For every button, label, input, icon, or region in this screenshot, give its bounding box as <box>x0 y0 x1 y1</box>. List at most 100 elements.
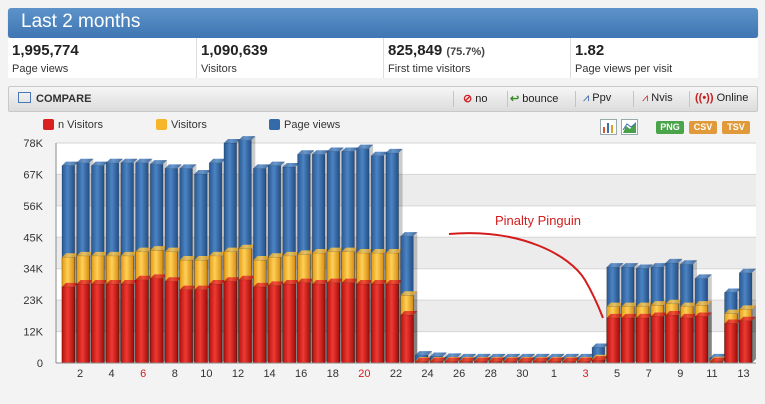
period-title: Last 2 months <box>21 11 141 32</box>
online-button[interactable]: ((•)) Online <box>695 92 748 104</box>
n-visitors-bar <box>356 283 370 364</box>
page-views-bar-top <box>415 351 433 356</box>
no-button[interactable]: ⊘ no <box>463 92 488 105</box>
nvis-button[interactable]: ⩘ Nvis <box>642 92 673 105</box>
page-views-bar-top <box>503 353 521 358</box>
bar-chart-type-icon[interactable] <box>600 119 617 135</box>
n-visitors-bar-top <box>680 313 698 318</box>
legend-label: n Visitors <box>58 119 104 131</box>
page-views-bar-top <box>488 353 506 358</box>
stat-value: 1.82 <box>575 42 605 59</box>
n-visitors-bar-top <box>400 311 418 316</box>
visitors-bar-top <box>385 249 403 253</box>
page-views-bar-top <box>474 353 491 358</box>
n-visitors-bar <box>385 283 399 364</box>
visitors-bar-top <box>400 291 418 296</box>
export-png-button[interactable]: PNG <box>656 121 684 134</box>
n-visitors-bar-top <box>165 277 182 282</box>
area-chart-type-icon[interactable] <box>621 119 638 135</box>
n-visitors-bar <box>164 280 179 364</box>
page-views-bar-top <box>223 139 241 143</box>
n-visitors-bar-top <box>91 280 109 285</box>
page-views-bar-top <box>459 353 477 358</box>
n-visitors-bar <box>694 316 709 364</box>
page-views-bar-side <box>413 232 418 363</box>
page-views-bar-top <box>179 164 197 169</box>
n-visitors-bar-top <box>650 312 668 317</box>
visitors-bar-side <box>413 291 418 363</box>
page-views-bar-top <box>577 353 594 358</box>
x-tick-label: 4 <box>109 368 115 380</box>
compare-button[interactable]: COMPARE <box>18 92 91 105</box>
visitors-bar-top <box>62 253 79 258</box>
n-visitors-bar-top <box>194 285 212 290</box>
n-visitors-bar-top <box>724 319 742 324</box>
legend-page-views[interactable]: Page views <box>269 119 340 131</box>
stat-label: First time visitors <box>388 63 471 75</box>
page-views-bar-top <box>518 353 536 358</box>
legend-n-visitors[interactable]: n Visitors <box>43 119 103 131</box>
bounce-button[interactable]: ↩ bounce <box>510 92 558 105</box>
x-tick-label: 5 <box>614 368 620 380</box>
y-tick-label: 56K <box>23 201 43 213</box>
x-tick-label: 16 <box>295 368 307 380</box>
y-tick-label: 23K <box>23 295 43 307</box>
n-visitors-bar-top <box>739 316 756 321</box>
page-views-bar-top <box>297 150 315 155</box>
n-visitors-bar <box>680 317 694 364</box>
n-visitors-bar-top <box>223 277 241 282</box>
page-views-bar-top <box>606 263 624 268</box>
page-views-bar-top <box>76 158 94 163</box>
visitors-bar-top <box>253 256 271 261</box>
page-views-bar-top <box>356 144 374 149</box>
visitors-bar-side <box>751 305 756 363</box>
n-visitors-bar <box>635 317 650 364</box>
n-visitors-bar-top <box>577 357 594 362</box>
page-views-bar-top <box>282 162 300 167</box>
n-visitors-bar-top <box>356 280 374 285</box>
y-tick-label: 12K <box>23 327 43 339</box>
page-views-bar-top <box>238 136 256 141</box>
n-visitors-bar-top <box>341 278 359 283</box>
n-visitors-bar <box>311 283 326 364</box>
x-tick-label: 22 <box>390 368 402 380</box>
page-views-bar-side <box>707 274 712 363</box>
visitors-bar-top <box>621 302 639 307</box>
n-visitors-bar <box>370 283 385 364</box>
ppv-button[interactable]: ⩘ Ppv <box>583 92 611 105</box>
legend-swatch <box>43 119 54 130</box>
stat-value: 825,849 (75.7%) <box>388 42 485 59</box>
n-visitors-bar-top <box>444 357 462 362</box>
legend-swatch <box>269 119 280 130</box>
annotation-arrow <box>448 232 604 319</box>
stat-label: Visitors <box>201 63 237 75</box>
page-views-bar-top <box>135 158 153 163</box>
x-tick-label: 24 <box>421 368 433 380</box>
n-visitors-bar-top <box>695 312 712 317</box>
legend-visitors[interactable]: Visitors <box>156 119 207 131</box>
stats-bar: 1,995,774 Page views 1,090,639 Visitors … <box>8 38 758 78</box>
n-visitors-bar-top <box>592 356 609 361</box>
legend-label: Visitors <box>171 119 207 131</box>
x-tick-label: 2 <box>77 368 83 380</box>
page-views-bar-top <box>400 232 418 237</box>
export-tsv-button[interactable]: TSV <box>722 121 750 134</box>
no-label: no <box>475 93 488 105</box>
n-visitors-bar-top <box>533 357 550 362</box>
n-visitors-bar-top <box>179 285 197 290</box>
n-visitors-bar-top <box>371 280 388 285</box>
ppv-chart-icon: ⩘ <box>583 92 590 104</box>
nvis-label: Nvis <box>651 92 673 104</box>
n-visitors-bar-top <box>636 313 653 318</box>
legend-swatch <box>156 119 167 130</box>
visitors-bar-top <box>695 301 712 306</box>
export-csv-button[interactable]: CSV <box>689 121 717 134</box>
page-views-bar-top <box>312 150 329 155</box>
n-visitors-bar-top <box>474 357 491 362</box>
toolbar-divider <box>689 91 690 107</box>
toolbar-divider <box>633 91 634 107</box>
stat-first-time-visitors: 825,849 (75.7%) First time visitors <box>384 38 571 78</box>
n-visitors-bar <box>120 283 134 364</box>
visitors-bar-top <box>312 249 329 253</box>
n-visitors-bar <box>341 282 355 364</box>
